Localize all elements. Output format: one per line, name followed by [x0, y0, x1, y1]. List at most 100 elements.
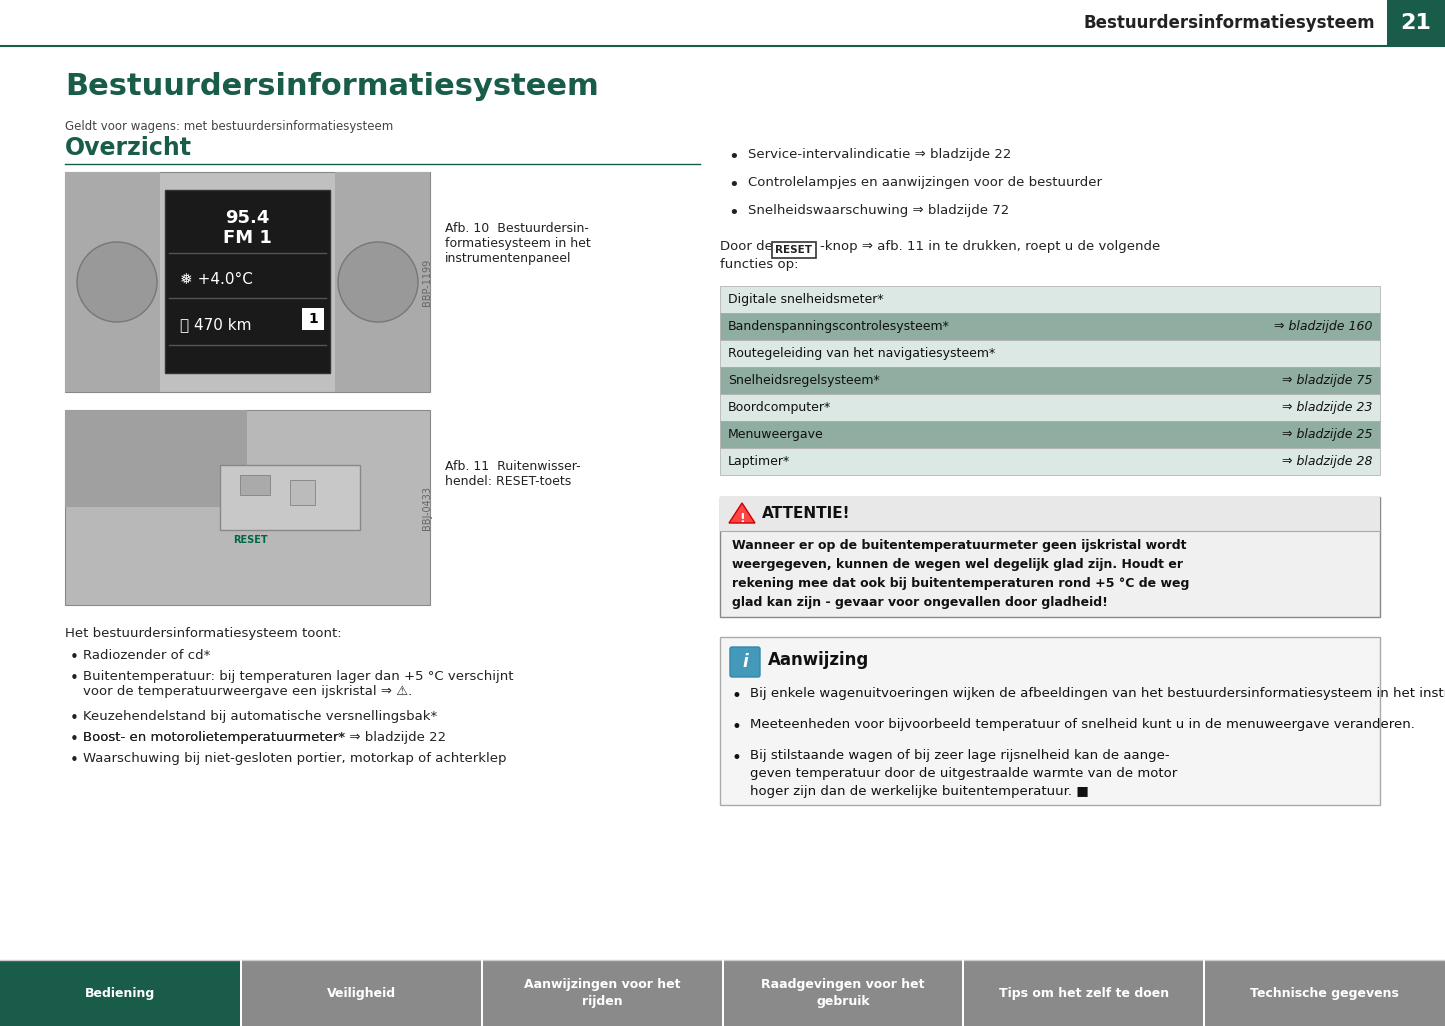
- Text: Geldt voor wagens: met bestuurdersinformatiesysteem: Geldt voor wagens: met bestuurdersinform…: [65, 120, 393, 133]
- Text: •: •: [69, 671, 79, 686]
- Bar: [65, 172, 160, 392]
- Text: Radiozender of cd*: Radiozender of cd*: [82, 649, 211, 662]
- Bar: [302, 308, 324, 330]
- Bar: [962, 960, 964, 1026]
- Circle shape: [338, 242, 418, 322]
- Text: Keuzehendelstand bij automatische versnellingsbak*: Keuzehendelstand bij automatische versne…: [82, 710, 438, 723]
- Bar: [241, 960, 481, 1026]
- Text: Bestuurdersinformatiesysteem: Bestuurdersinformatiesysteem: [65, 72, 598, 101]
- Bar: [65, 410, 431, 605]
- Text: Aanwijzing: Aanwijzing: [767, 652, 870, 669]
- Text: 95.4: 95.4: [225, 209, 270, 227]
- Text: Meeteenheden voor bijvoorbeeld temperatuur of snelheid kunt u in de menuweergave: Meeteenheden voor bijvoorbeeld temperatu…: [750, 718, 1415, 731]
- Text: Aanwijzingen voor het
rijden: Aanwijzingen voor het rijden: [525, 978, 681, 1008]
- Bar: [720, 497, 1380, 531]
- Text: ATTENTIE!: ATTENTIE!: [762, 507, 851, 521]
- Bar: [1387, 0, 1445, 46]
- Text: ❅ +4.0°C: ❅ +4.0°C: [181, 273, 253, 287]
- Bar: [240, 960, 241, 1026]
- FancyBboxPatch shape: [730, 647, 760, 677]
- Bar: [772, 242, 816, 258]
- Text: ⇒ bladzijde 75: ⇒ bladzijde 75: [1282, 374, 1371, 387]
- Text: •: •: [728, 204, 738, 222]
- Bar: [964, 960, 1204, 1026]
- Bar: [720, 421, 1380, 448]
- Text: Wanneer er op de buitentemperatuurmeter geen ijskristal wordt: Wanneer er op de buitentemperatuurmeter …: [733, 539, 1186, 552]
- Text: Bij stilstaande wagen of bij zeer lage rijsnelheid kan de aange-
geven temperatu: Bij stilstaande wagen of bij zeer lage r…: [750, 749, 1178, 798]
- Text: RESET: RESET: [233, 535, 267, 545]
- Text: Veiligheid: Veiligheid: [327, 987, 396, 999]
- Text: Overzicht: Overzicht: [65, 136, 192, 160]
- Text: Waarschuwing bij niet-gesloten portier, motorkap of achterklep: Waarschuwing bij niet-gesloten portier, …: [82, 752, 507, 765]
- Text: Laptimer*: Laptimer*: [728, 455, 790, 468]
- Text: FM 1: FM 1: [223, 229, 272, 247]
- Text: Afb. 11  Ruitenwisser-
hendel: RESET-toets: Afb. 11 Ruitenwisser- hendel: RESET-toet…: [445, 460, 581, 488]
- Bar: [720, 394, 1380, 421]
- Bar: [720, 637, 1380, 805]
- Text: Technische gegevens: Technische gegevens: [1250, 987, 1399, 999]
- Bar: [65, 172, 431, 392]
- Text: Door de: Door de: [720, 240, 777, 253]
- Text: Service-intervalindicatie ⇒ bladzijde 22: Service-intervalindicatie ⇒ bladzijde 22: [749, 148, 1011, 161]
- Text: weergegeven, kunnen de wegen wel degelijk glad zijn. Houdt er: weergegeven, kunnen de wegen wel degelij…: [733, 558, 1183, 571]
- Text: ⛽ 470 km: ⛽ 470 km: [181, 317, 251, 332]
- Text: •: •: [733, 687, 741, 705]
- Bar: [1204, 960, 1445, 1026]
- Text: glad kan zijn - gevaar voor ongevallen door gladheid!: glad kan zijn - gevaar voor ongevallen d…: [733, 596, 1108, 609]
- Text: Buitentemperatuur: bij temperaturen lager dan +5 °C verschijnt
voor de temperatu: Buitentemperatuur: bij temperaturen lage…: [82, 670, 513, 698]
- Text: Controlelampjes en aanwijzingen voor de bestuurder: Controlelampjes en aanwijzingen voor de …: [749, 176, 1103, 189]
- Circle shape: [77, 242, 158, 322]
- Bar: [0, 960, 241, 1026]
- Text: •: •: [733, 749, 741, 767]
- Bar: [1204, 960, 1205, 1026]
- Text: Afb. 10  Bestuurdersin-
formatiesysteem in het
instrumentenpaneel: Afb. 10 Bestuurdersin- formatiesysteem i…: [445, 222, 591, 265]
- Bar: [720, 313, 1380, 340]
- Text: BBJ-0433: BBJ-0433: [422, 485, 432, 529]
- Text: 21: 21: [1400, 13, 1432, 33]
- Text: Routegeleiding van het navigatiesysteem*: Routegeleiding van het navigatiesysteem*: [728, 347, 996, 360]
- Bar: [722, 960, 964, 1026]
- Bar: [165, 190, 329, 373]
- Text: Digitale snelheidsmeter*: Digitale snelheidsmeter*: [728, 293, 884, 306]
- Text: Menuweergave: Menuweergave: [728, 428, 824, 441]
- Text: •: •: [728, 176, 738, 194]
- Text: Snelheidsregelsysteem*: Snelheidsregelsysteem*: [728, 374, 880, 387]
- Text: Bandenspanningscontrolesysteem*: Bandenspanningscontrolesysteem*: [728, 320, 949, 333]
- Text: •: •: [728, 148, 738, 166]
- Text: !: !: [740, 512, 744, 524]
- Text: Bestuurdersinformatiesysteem: Bestuurdersinformatiesysteem: [1084, 14, 1376, 32]
- Bar: [721, 960, 724, 1026]
- Text: •: •: [69, 732, 79, 747]
- Text: functies op:: functies op:: [720, 258, 799, 271]
- Text: rekening mee dat ook bij buitentemperaturen rond +5 °C de weg: rekening mee dat ook bij buitentemperatu…: [733, 577, 1189, 590]
- Bar: [720, 367, 1380, 394]
- Text: •: •: [69, 753, 79, 768]
- Text: ⇒ bladzijde 23: ⇒ bladzijde 23: [1282, 401, 1371, 415]
- Text: -knop ⇒ afb. 11 in te drukken, roept u de volgende: -knop ⇒ afb. 11 in te drukken, roept u d…: [819, 240, 1160, 253]
- Text: Boordcomputer*: Boordcomputer*: [728, 401, 831, 415]
- Polygon shape: [728, 503, 754, 523]
- Text: Snelheidswaarschuwing ⇒ bladzijde 72: Snelheidswaarschuwing ⇒ bladzijde 72: [749, 204, 1009, 218]
- Text: •: •: [69, 650, 79, 665]
- Text: Raadgevingen voor het
gebruik: Raadgevingen voor het gebruik: [762, 978, 925, 1008]
- Bar: [720, 497, 1380, 617]
- Bar: [720, 448, 1380, 475]
- Text: ⇒ bladzijde 25: ⇒ bladzijde 25: [1282, 428, 1371, 441]
- Text: Het bestuurdersinformatiesysteem toont:: Het bestuurdersinformatiesysteem toont:: [65, 627, 341, 640]
- Bar: [220, 465, 360, 530]
- Text: •: •: [733, 718, 741, 736]
- Bar: [481, 960, 722, 1026]
- Text: ⇒ bladzijde 160: ⇒ bladzijde 160: [1273, 320, 1371, 333]
- Bar: [481, 960, 483, 1026]
- Text: Bediening: Bediening: [85, 987, 156, 999]
- Bar: [240, 475, 270, 495]
- Bar: [720, 286, 1380, 313]
- Text: Boost- en motorolietemperatuurmeter*: Boost- en motorolietemperatuurmeter*: [82, 731, 345, 744]
- Text: Boost- en motorolietemperatuurmeter* ⇒ bladzijde 22: Boost- en motorolietemperatuurmeter* ⇒ b…: [82, 731, 447, 744]
- Bar: [290, 480, 315, 505]
- Text: •: •: [69, 711, 79, 726]
- Text: 1: 1: [308, 312, 318, 326]
- Text: RESET: RESET: [776, 245, 812, 255]
- Bar: [335, 172, 431, 392]
- Text: i: i: [743, 653, 749, 671]
